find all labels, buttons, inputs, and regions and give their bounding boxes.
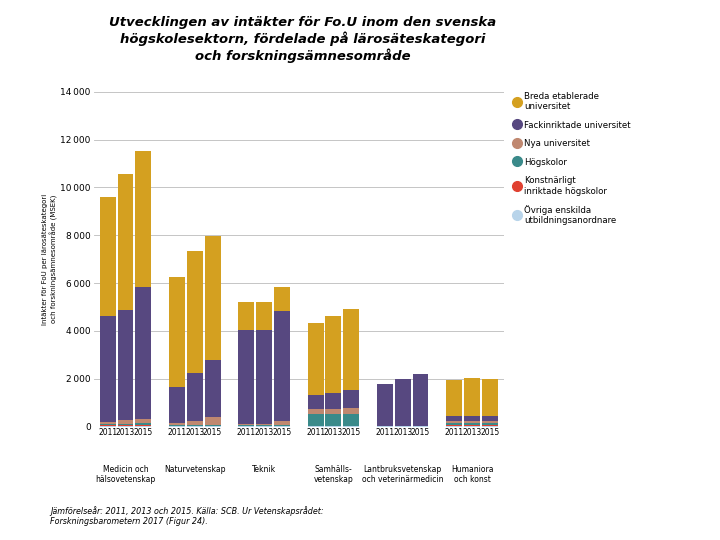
Bar xyxy=(169,387,185,423)
Bar xyxy=(343,414,359,426)
Text: Lantbruksvetenskap
och veterinärmedicin: Lantbruksvetenskap och veterinärmedicin xyxy=(362,465,444,484)
Text: Teknik: Teknik xyxy=(252,465,276,474)
Bar xyxy=(464,378,480,416)
Bar xyxy=(413,374,428,426)
Bar xyxy=(464,416,480,421)
Text: Utvecklingen av intäkter för Fo.U inom den svenska
högskolesektorn, fördelade på: Utvecklingen av intäkter för Fo.U inom d… xyxy=(109,16,496,63)
Bar xyxy=(100,422,116,424)
Bar xyxy=(446,423,462,424)
Bar xyxy=(204,235,220,360)
Bar xyxy=(482,379,498,416)
Bar xyxy=(464,424,480,426)
Bar xyxy=(100,424,116,426)
Bar xyxy=(482,416,498,421)
Bar xyxy=(274,311,290,421)
Bar xyxy=(325,414,341,426)
Bar xyxy=(187,425,203,426)
Bar xyxy=(256,423,272,425)
Bar xyxy=(256,425,272,426)
Text: Medicin och
hälsovetenskap: Medicin och hälsovetenskap xyxy=(95,465,156,484)
Bar xyxy=(343,408,359,414)
Bar xyxy=(325,316,341,393)
Bar xyxy=(307,395,324,409)
Bar xyxy=(187,421,203,425)
Bar xyxy=(446,424,462,426)
Bar xyxy=(100,426,116,427)
Bar xyxy=(100,316,116,422)
Bar xyxy=(325,409,341,414)
Bar xyxy=(343,390,359,408)
Bar xyxy=(135,423,151,426)
Bar xyxy=(307,409,324,414)
Bar xyxy=(169,423,185,425)
Text: Samhälls-
vetenskap: Samhälls- vetenskap xyxy=(314,465,354,484)
Bar xyxy=(464,421,480,423)
Bar xyxy=(446,416,462,421)
Bar xyxy=(204,417,220,424)
Bar xyxy=(238,302,254,330)
Bar xyxy=(117,426,133,427)
Bar xyxy=(446,421,462,423)
Bar xyxy=(238,423,254,425)
Text: Jämförelseår: 2011, 2013 och 2015. Källa: SCB. Ur Vetenskapsrådet:
Forskningsbar: Jämförelseår: 2011, 2013 och 2015. Källa… xyxy=(50,506,324,526)
Bar xyxy=(204,424,220,426)
Bar xyxy=(274,287,290,311)
Bar xyxy=(256,302,272,330)
Bar xyxy=(117,420,133,424)
Bar xyxy=(135,418,151,423)
Bar xyxy=(274,425,290,426)
Bar xyxy=(377,384,393,426)
Bar xyxy=(395,379,410,426)
Bar xyxy=(135,287,151,418)
Bar xyxy=(169,425,185,426)
Bar xyxy=(238,425,254,426)
Bar xyxy=(117,424,133,426)
Bar xyxy=(343,309,359,390)
Bar xyxy=(117,174,133,310)
Bar xyxy=(135,426,151,427)
Bar xyxy=(117,310,133,420)
Bar xyxy=(256,330,272,423)
Bar xyxy=(446,381,462,416)
Bar xyxy=(325,393,341,409)
Bar xyxy=(187,373,203,421)
Bar xyxy=(204,360,220,417)
Text: Humaniora
och konst: Humaniora och konst xyxy=(451,465,493,484)
Bar xyxy=(135,151,151,287)
Legend: Breda etablerade
universitet, Fackinriktade universitet, Nya universitet, Högsko: Breda etablerade universitet, Fackinrikt… xyxy=(513,90,634,228)
Bar xyxy=(482,421,498,423)
Bar xyxy=(307,414,324,426)
Bar xyxy=(238,330,254,423)
Bar xyxy=(100,197,116,316)
Bar xyxy=(482,424,498,426)
Y-axis label: Intäkter för FoU per lärosäteskategori
och forskningsämnesområde (MSEK): Intäkter för FoU per lärosäteskategori o… xyxy=(42,193,58,325)
Bar xyxy=(187,252,203,373)
Bar xyxy=(482,423,498,424)
Bar xyxy=(169,277,185,387)
Bar xyxy=(274,421,290,425)
Bar xyxy=(307,323,324,395)
Text: Naturvetenskap: Naturvetenskap xyxy=(164,465,225,474)
Bar xyxy=(464,423,480,424)
